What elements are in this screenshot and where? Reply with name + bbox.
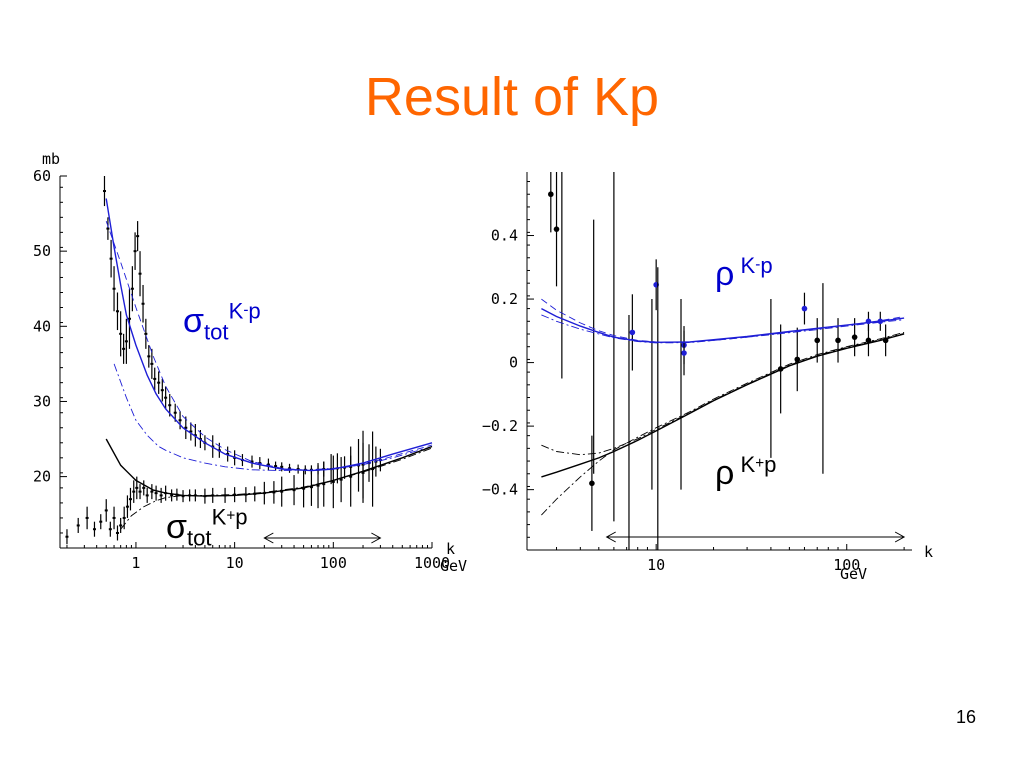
rho-data-point [851,334,858,340]
annotation-symbol: σ [183,302,204,340]
sigma-y-tick-label: 20 [33,468,51,486]
annotation-superscript: K [212,504,227,529]
rho-annotation-kminus: ρ K-p [715,253,773,293]
sigma-kplus-dashdot-curve [120,447,433,530]
annotation-sign: + [226,507,235,524]
sigma-y-tick-label: 50 [33,242,51,260]
rho-kplus-solid-curve [541,333,905,478]
rho-x-tick-label: 10 [647,556,665,574]
rho-kplus-dashdot-curve [541,331,905,516]
sigma-annotation-kplus: σtotK+p [166,504,248,550]
annotation-subscript: tot [187,525,212,550]
sigma-annotation-kminus: σtotK-p [183,298,261,344]
rho-data-point [814,337,821,344]
rho-data-point [681,350,687,356]
sigma-x-tick-label: 100 [320,554,347,572]
rho-fit-range-arrowhead-left [605,531,616,543]
rho-data-point [835,337,841,344]
rho-annotation-kplus: ρ K+p [715,452,776,492]
rho-data-point [553,226,560,232]
annotation-sign: - [755,256,760,273]
rho-kplus-dashdot-curve [541,332,905,456]
rho-y-tick-label: −0.4 [482,481,518,499]
annotation-symbol: σ [166,508,187,546]
rho-y-tick-label: 0.2 [491,290,518,308]
annotation-tail: p [764,452,776,477]
slide-title: Result of Kp [364,67,660,127]
annotation-sign: + [755,455,764,472]
rho-y-tick-label: 0.4 [491,227,518,245]
rho-data-point [801,305,808,312]
rho-data-point [794,356,801,363]
annotation-subscript: tot [204,319,229,344]
page-number: 16 [955,707,976,727]
sigma-x-tick-label: 1 [131,554,140,572]
sigma-y-tick-label: 60 [33,167,51,185]
sigma-fit-range-arrowhead-right [371,532,382,544]
sigma-fit-range-arrowhead-left [263,532,274,544]
annotation-superscript: K [734,452,755,477]
sigma-y-tick-label: 40 [33,317,51,335]
annotation-tail: p [248,298,260,323]
rho-data-point [548,191,554,198]
sigma-y-tick-label: 30 [33,392,51,410]
annotation-sign: - [243,301,248,318]
rho-x-unit-label: k [924,543,933,561]
rho-x-tick-label: 100 [833,556,860,574]
rho-y-tick-label: −0.2 [482,417,518,435]
annotation-superscript: K [229,298,244,323]
rho-kminus-dashed-curve [541,298,905,343]
sigma-kplus-solid-curve [105,438,433,497]
sigma-kminus-dashed-curve [105,220,433,472]
annotation-superscript: K [734,253,755,278]
sigma-y-axis-label: mb [42,150,60,168]
rho-fit-range-arrowhead-right [894,531,906,543]
annotation-tail: p [235,504,247,529]
sigma-gev-label: GeV [440,557,467,575]
annotation-symbol: ρ [715,255,734,293]
rho-data-point [629,329,636,336]
rho-y-tick-label: 0 [509,354,518,372]
sigma-x-tick-label: 10 [226,554,244,572]
rho-gev-label: GeV [840,565,867,583]
rho-kminus-solid-curve [541,307,905,344]
annotation-tail: p [760,253,772,278]
rho-kminus-dashdot-curve [541,314,905,344]
sigma-kminus-dashdot-curve [113,363,433,472]
sigma-x-unit-label: k [446,540,455,558]
rho-data-point [589,480,595,487]
sigma-x-tick-label: 1000 [414,554,450,572]
annotation-symbol: ρ [715,454,734,492]
